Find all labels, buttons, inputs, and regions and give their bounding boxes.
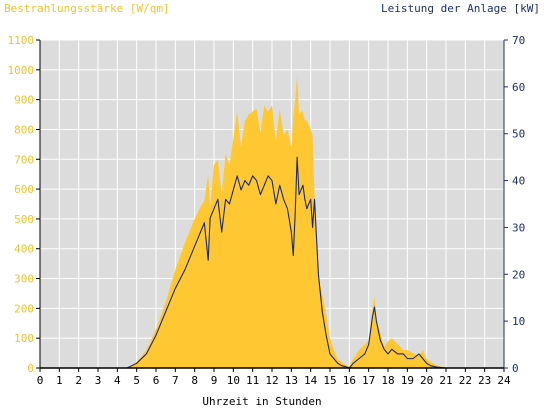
y-right-tick-label: 50: [512, 128, 525, 141]
y-right-tick-label: 0: [512, 362, 519, 375]
y-right-tick-label: 40: [512, 175, 525, 188]
y-left-tick-label: 900: [14, 94, 34, 107]
y-left-tick-label: 500: [14, 213, 34, 226]
x-axis-label: Uhrzeit in Stunden: [202, 395, 321, 408]
y-left-tick-label: 800: [14, 123, 34, 136]
y-left-tick-label: 100: [14, 332, 34, 345]
x-tick-label: 19: [401, 374, 414, 387]
x-tick-label: 9: [211, 374, 218, 387]
y-right-tick-label: 20: [512, 268, 525, 281]
y-right-tick-label: 60: [512, 81, 525, 94]
x-tick-label: 18: [381, 374, 394, 387]
y-left-tick-label: 1000: [8, 64, 35, 77]
x-tick-label: 5: [133, 374, 140, 387]
x-tick-labels: 0 1 2 3 4 5 6 7 8 9 10 11 12 13 14 15 16 17 18 19 20 21 22 23 24: [37, 368, 511, 387]
x-tick-label: 15: [323, 374, 336, 387]
y-right-tick-label: 10: [512, 315, 525, 328]
x-tick-label: 13: [285, 374, 298, 387]
x-tick-label: 22: [459, 374, 472, 387]
x-tick-label: 1: [56, 374, 63, 387]
irradiance-area: [40, 75, 504, 368]
x-tick-label: 23: [478, 374, 491, 387]
x-tick-label: 0: [37, 374, 44, 387]
x-tick-label: 2: [75, 374, 82, 387]
right-axis-title: Leistung der Anlage [kW]: [381, 2, 540, 15]
x-tick-label: 20: [420, 374, 433, 387]
x-tick-label: 6: [153, 374, 160, 387]
y-left-tick-label: 0: [27, 362, 34, 375]
left-axis-title: Bestrahlungsstärke [W/qm]: [4, 2, 170, 15]
series-line-group: [40, 156, 504, 369]
x-tick-label: 4: [114, 374, 121, 387]
x-tick-label: 12: [265, 374, 278, 387]
y-left-tick-label: 1100: [8, 34, 35, 47]
power-line: [40, 156, 504, 369]
x-tick-label: 14: [304, 374, 318, 387]
x-tick-label: 10: [227, 374, 240, 387]
x-tick-label: 7: [172, 374, 179, 387]
x-tick-label: 17: [362, 374, 375, 387]
y-tick-labels-left: 0 100 200 300 400 500 600 700 800 900 1000 1100: [8, 34, 40, 375]
x-tick-label: 3: [95, 374, 102, 387]
y-left-tick-label: 700: [14, 153, 34, 166]
x-tick-label: 8: [191, 374, 198, 387]
y-left-tick-label: 200: [14, 302, 34, 315]
y-left-tick-label: 400: [14, 243, 34, 256]
x-tick-label: 24: [497, 374, 511, 387]
x-tick-label: 11: [246, 374, 259, 387]
y-right-tick-label: 30: [512, 221, 525, 234]
x-tick-label: 21: [439, 374, 452, 387]
y-tick-labels-right: 0 10 20 30 40 50 60 70: [504, 34, 525, 375]
series-area-group: [40, 75, 504, 368]
y-left-tick-label: 300: [14, 273, 34, 286]
x-tick-label: 16: [343, 374, 356, 387]
y-left-tick-label: 600: [14, 183, 34, 196]
y-right-tick-label: 70: [512, 34, 525, 47]
